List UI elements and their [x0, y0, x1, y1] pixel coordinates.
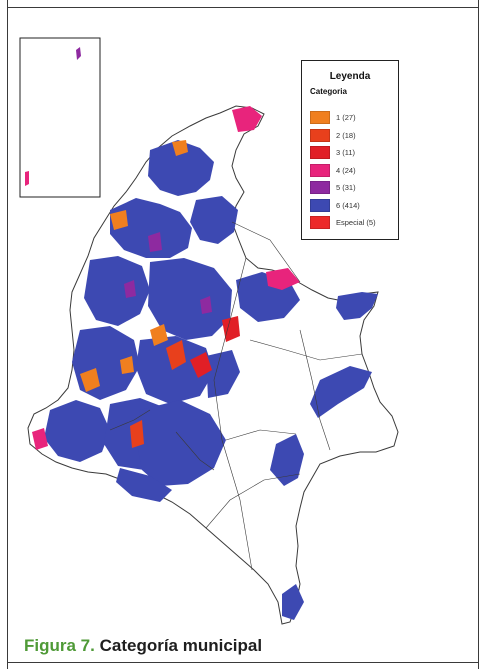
legend-swatch — [310, 181, 330, 195]
legend-title: Leyenda — [329, 71, 371, 82]
island-san-andres — [25, 171, 29, 186]
island-providencia — [76, 47, 81, 60]
legend-item: 3 (11) — [310, 144, 376, 162]
figure-title: Categoría municipal — [99, 636, 263, 655]
region-cat1 — [80, 368, 100, 392]
region-cat1 — [110, 210, 128, 230]
legend-item: 1 (27) — [310, 109, 376, 127]
legend-swatch — [310, 198, 330, 212]
region-cat5 — [200, 296, 212, 314]
legend-swatch — [310, 163, 330, 177]
figure-number: Figura 7. — [24, 636, 95, 655]
legend-label: 5 (31) — [336, 183, 356, 193]
region-cat5 — [148, 232, 162, 252]
region-cat6 — [136, 336, 214, 404]
figure-caption: Figura 7. Categoría municipal — [24, 636, 262, 656]
region-cat3 — [190, 352, 212, 378]
legend-label: 4 (24) — [336, 165, 356, 175]
region-cat6 — [190, 196, 238, 244]
region-cat6-east2 — [310, 366, 372, 418]
legend-label: 3 (11) — [336, 148, 356, 158]
region-cat6-east1 — [336, 292, 378, 320]
region-cat4 — [266, 268, 300, 290]
region-cat4 — [32, 428, 48, 450]
region-cat1 — [120, 356, 134, 374]
legend-label: Especial (5) — [336, 218, 376, 228]
legend-subtitle: Categoria — [310, 87, 347, 96]
legend-item: 5 (31) — [310, 179, 376, 197]
legend-item: Especial (5) — [310, 214, 376, 232]
region-cat6 — [84, 256, 150, 326]
legend-list: 1 (27) 2 (18) 3 (11) 4 (24) 5 (31) 6 (414) Esp… — [310, 109, 376, 232]
legend-item: 6 (414) — [310, 197, 376, 215]
region-cat4 — [232, 106, 262, 132]
region-cat6-putumayo — [116, 468, 172, 502]
region-cat6 — [148, 140, 214, 196]
region-cat6-south — [282, 584, 304, 620]
region-cat2 — [166, 340, 186, 370]
region-cat6 — [110, 198, 192, 258]
legend-label: 2 (18) — [336, 130, 356, 140]
region-cat1 — [150, 324, 168, 346]
region-cat1 — [172, 140, 188, 156]
region-cat6 — [148, 258, 232, 340]
region-cat6 — [44, 400, 110, 462]
top-rule — [7, 7, 479, 8]
legend-label: 1 (27) — [336, 113, 356, 123]
region-cat6-amazonas — [136, 400, 226, 486]
legend-item: 2 (18) — [310, 127, 376, 145]
region-cat6-east3 — [270, 434, 304, 486]
island-inset-box — [19, 37, 101, 198]
municipal-regions — [32, 106, 378, 620]
legend-label: 6 (414) — [336, 200, 360, 210]
region-cat2 — [130, 420, 144, 448]
map-legend: Leyenda Categoria 1 (27) 2 (18) 3 (11) 4 (2… — [301, 60, 399, 240]
department-boundaries — [109, 221, 363, 571]
legend-swatch — [310, 216, 330, 230]
legend-swatch — [310, 128, 330, 142]
region-cat5 — [124, 280, 136, 298]
legend-swatch — [310, 111, 330, 125]
legend-item: 4 (24) — [310, 162, 376, 180]
region-cat3 — [222, 316, 240, 342]
bottom-rule — [7, 662, 479, 663]
legend-swatch — [310, 146, 330, 160]
page-frame — [7, 0, 479, 669]
